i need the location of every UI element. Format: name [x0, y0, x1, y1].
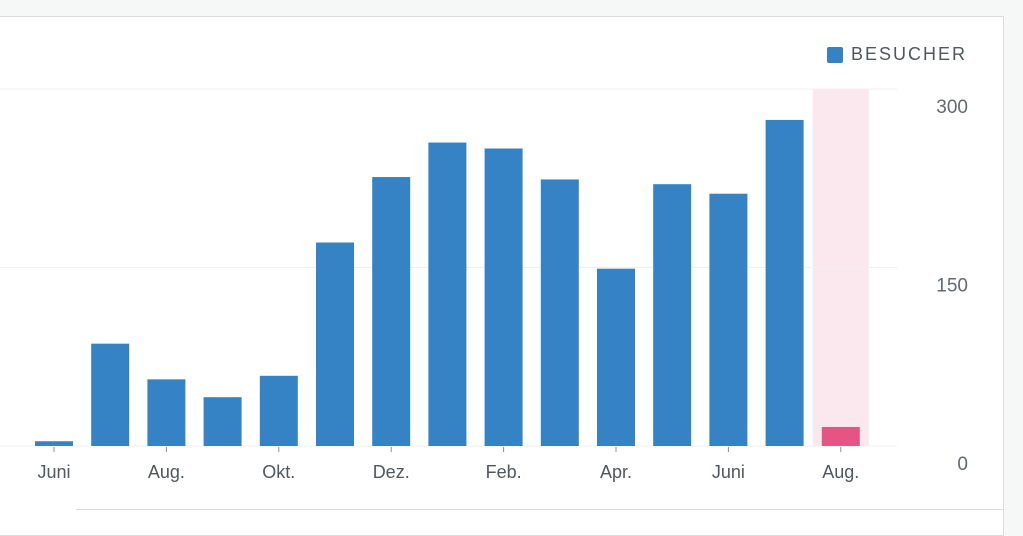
bar	[203, 397, 242, 446]
bar-chart: 300 150 0 Juni Aug. Okt. Dez. Feb. Apr. Juni Aug.	[0, 88, 968, 482]
bar	[709, 193, 748, 446]
card-divider	[76, 509, 1004, 510]
x-tick-label: Feb.	[486, 462, 522, 482]
bar	[91, 343, 130, 446]
bar	[316, 242, 354, 446]
legend-swatch	[826, 46, 843, 63]
x-tick-label: Aug.	[148, 462, 185, 482]
x-tick-label: Apr.	[600, 462, 632, 482]
x-tick-label: Juni	[712, 462, 745, 482]
bar	[484, 148, 523, 446]
legend-label-besucher: BESUCHER	[850, 44, 967, 64]
x-tick-label: Okt.	[262, 462, 295, 482]
y-tick-label: 150	[936, 276, 968, 297]
bar	[35, 441, 73, 446]
bar	[653, 184, 692, 446]
bar	[540, 179, 579, 446]
x-tick-label: Juni	[37, 462, 70, 482]
y-tick-label: 0	[957, 454, 968, 475]
bar-current-month	[821, 426, 860, 446]
chart-legend[interactable]: BESUCHER	[826, 44, 967, 65]
bar	[428, 142, 467, 447]
y-tick-label: 300	[936, 97, 968, 118]
x-tick-label: Dez.	[373, 462, 410, 482]
bar	[597, 268, 635, 446]
bar	[259, 375, 298, 446]
bar	[765, 119, 804, 446]
x-tick-label: Aug.	[822, 462, 859, 482]
bar	[372, 177, 411, 446]
bar	[147, 379, 186, 446]
